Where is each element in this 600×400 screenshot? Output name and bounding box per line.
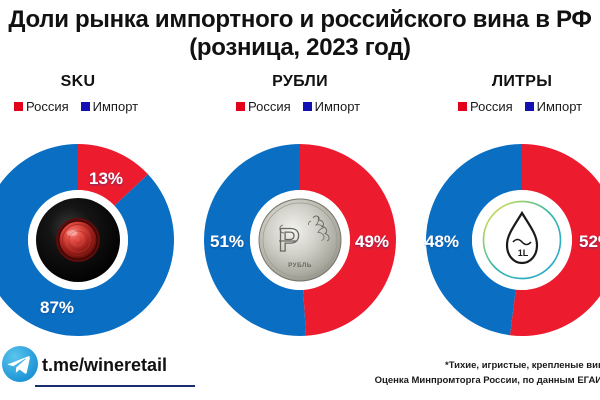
svg-text:51%: 51%	[210, 232, 244, 251]
svg-text:P: P	[278, 222, 299, 258]
svg-text:87%: 87%	[40, 298, 74, 317]
svg-text:48%: 48%	[425, 232, 459, 251]
svg-text:РУБЛЬ: РУБЛЬ	[288, 262, 312, 269]
svg-text:1L: 1L	[518, 248, 529, 258]
svg-text:52%: 52%	[579, 232, 600, 251]
svg-text:49%: 49%	[355, 232, 389, 251]
svg-text:13%: 13%	[89, 169, 123, 188]
